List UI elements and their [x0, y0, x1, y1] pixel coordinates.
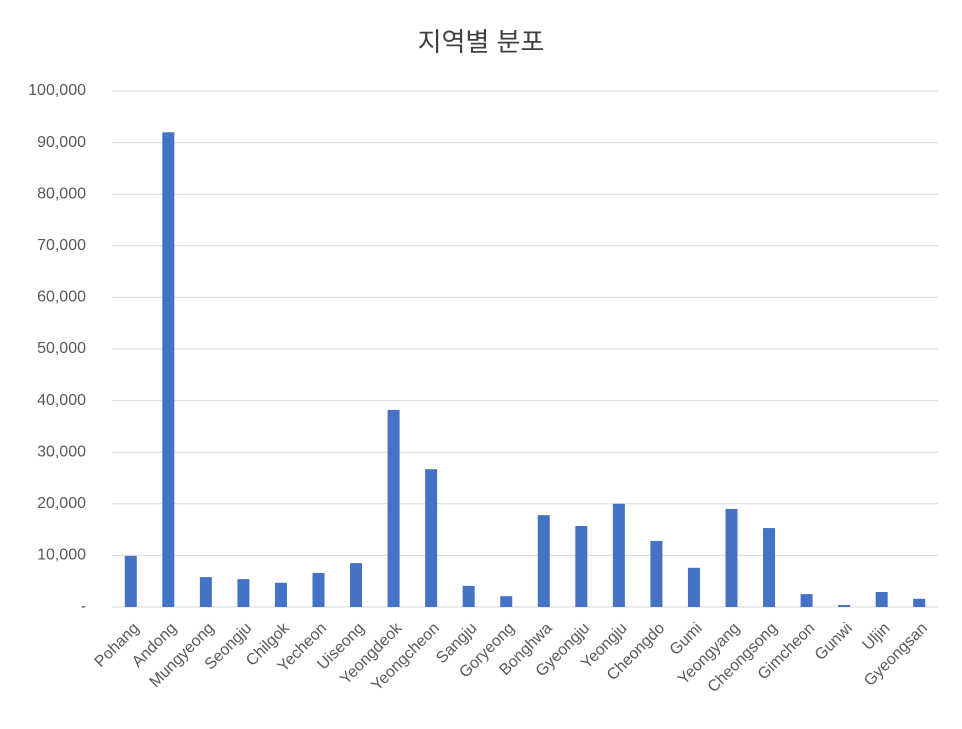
bar [350, 563, 363, 607]
bar [162, 132, 175, 607]
bar [387, 409, 400, 607]
y-tick-label: - [81, 598, 86, 615]
bar [274, 582, 287, 607]
y-tick-label: 70,000 [37, 237, 86, 254]
y-tick-label: 10,000 [37, 547, 86, 564]
bar [312, 572, 325, 607]
x-tick-label: Uljin [859, 620, 893, 654]
bar [725, 508, 738, 607]
bar [612, 503, 625, 607]
bar [913, 598, 926, 607]
y-tick-label: 20,000 [37, 495, 86, 512]
chart-title: 지역별 분포 [418, 27, 545, 57]
bar [650, 540, 663, 607]
bar [199, 577, 212, 607]
bar [237, 579, 250, 607]
bar [687, 567, 700, 607]
y-tick-label: 50,000 [37, 340, 86, 357]
bar [875, 592, 888, 607]
x-tick-label: Gunwi [812, 620, 856, 664]
bar [800, 594, 813, 607]
y-tick-label: 60,000 [37, 289, 86, 306]
bar [537, 515, 550, 607]
y-tick-label: 100,000 [28, 82, 86, 99]
y-tick-label: 40,000 [37, 392, 86, 409]
bar [763, 528, 776, 607]
bar [838, 604, 851, 607]
y-tick-label: 90,000 [37, 134, 86, 151]
y-tick-label: 80,000 [37, 185, 86, 202]
bar [462, 585, 475, 607]
bar [500, 596, 513, 607]
bar [425, 469, 438, 607]
y-tick-label: 30,000 [37, 443, 86, 460]
bar [575, 525, 588, 607]
bar [124, 555, 137, 607]
